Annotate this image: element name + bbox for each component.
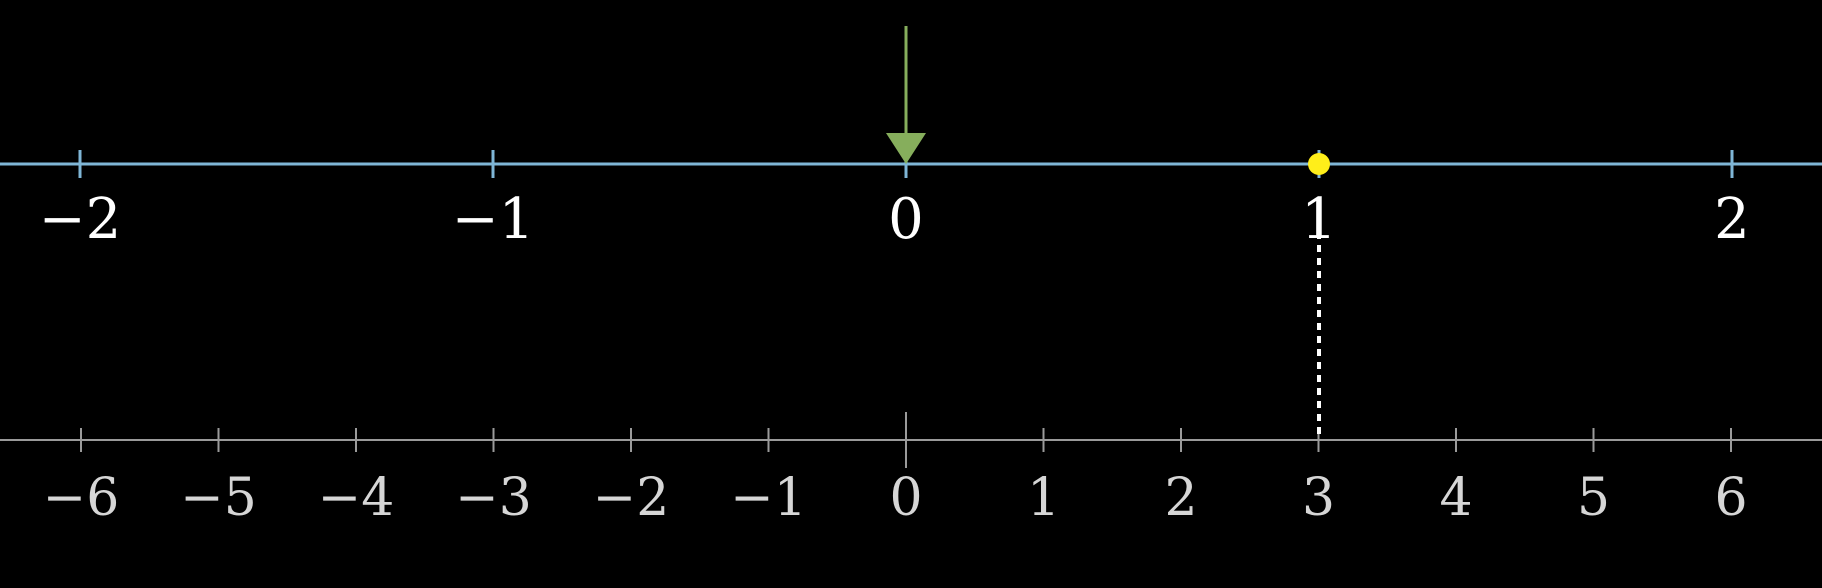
bottom-tick-label: 5 (1577, 468, 1610, 528)
top-tick-label: 2 (1714, 187, 1750, 252)
bottom-tick-label: −1 (730, 468, 807, 528)
bottom-tick-label: 3 (1302, 468, 1335, 528)
bottom-tick-label: −6 (43, 468, 120, 528)
bottom-tick-label: −4 (318, 468, 395, 528)
bottom-tick-label: −5 (180, 468, 257, 528)
moving-point (1308, 153, 1330, 175)
bottom-tick-label: −3 (455, 468, 532, 528)
bottom-tick-label: 2 (1164, 468, 1197, 528)
down-arrow-icon (886, 26, 926, 164)
bottom-tick-label: 4 (1439, 468, 1472, 528)
top-tick-label: −2 (39, 187, 122, 252)
arrow-head (886, 133, 926, 164)
bottom-tick-label: −2 (593, 468, 670, 528)
top-tick-label: 0 (888, 187, 924, 252)
bottom-tick-label: 6 (1714, 468, 1747, 528)
top-tick-label: 1 (1301, 187, 1337, 252)
top-number-line: −2 −1 0 1 2 (0, 150, 1822, 252)
bottom-tick-label: 1 (1027, 468, 1060, 528)
top-tick-label: −1 (452, 187, 535, 252)
bottom-number-line: −6 −5 −4 −3 −2 −1 0 1 2 3 4 5 6 (0, 412, 1822, 528)
yellow-dot (1308, 153, 1330, 175)
bottom-tick-label: 0 (889, 468, 922, 528)
